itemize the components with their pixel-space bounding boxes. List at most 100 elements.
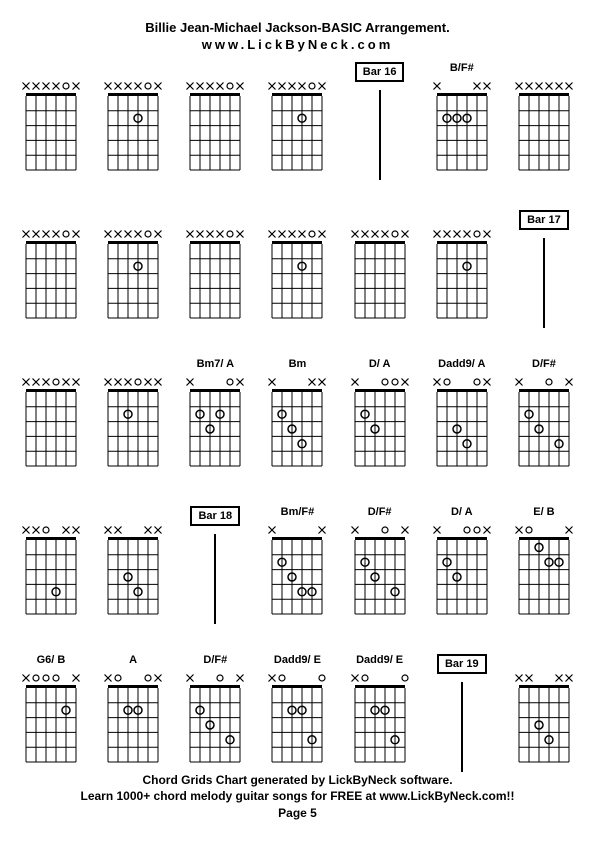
- chord-diagram: [15, 506, 87, 616]
- chord-svg: [268, 78, 326, 172]
- chord-svg: [104, 522, 162, 616]
- chord-diagram: [179, 210, 251, 320]
- header: Billie Jean-Michael Jackson-BASIC Arrang…: [15, 20, 580, 52]
- chord-label: D/F#: [532, 358, 556, 372]
- chord-diagram: [97, 506, 169, 616]
- chord-row: Bar 18 Bm/F# D/F# D/ A E/ B: [15, 506, 580, 626]
- chord-diagram: [97, 62, 169, 172]
- chord-diagram: E/ B: [508, 506, 580, 616]
- chord-svg: [186, 670, 244, 764]
- page-subtitle: www.LickByNeck.com: [15, 37, 580, 52]
- chord-svg: [433, 374, 491, 468]
- chord-diagram: Dadd9/ E: [261, 654, 333, 764]
- chord-svg: [104, 226, 162, 320]
- chord-label: D/ A: [451, 506, 473, 520]
- chord-svg: [515, 78, 573, 172]
- chord-diagram: A: [97, 654, 169, 764]
- bar-line: [214, 534, 216, 624]
- chord-svg: [268, 670, 326, 764]
- chord-svg: [186, 78, 244, 172]
- chord-diagram: Bm: [261, 358, 333, 468]
- footer-page: Page 5: [0, 805, 595, 822]
- chord-label: Bm: [289, 358, 307, 372]
- chord-diagram: D/F#: [508, 358, 580, 468]
- chord-label: A: [129, 654, 137, 668]
- bar-marker: Bar 19: [426, 654, 498, 772]
- chord-svg: [515, 670, 573, 764]
- chord-label: Dadd9/ A: [438, 358, 485, 372]
- chord-svg: [268, 226, 326, 320]
- chord-grid: Bar 16 B/F# Bar 17 Bm7/ A Bm D/ A Dadd9/ A D/F#…: [15, 62, 580, 774]
- chord-diagram: D/ A: [426, 506, 498, 616]
- bar-label: Bar 17: [519, 210, 569, 230]
- chord-label: Dadd9/ E: [356, 654, 403, 668]
- bar-line: [543, 238, 545, 328]
- bar-label: Bar 18: [190, 506, 240, 526]
- chord-svg: [22, 226, 80, 320]
- chord-label: D/ A: [369, 358, 391, 372]
- chord-label: Dadd9/ E: [274, 654, 321, 668]
- chord-svg: [22, 374, 80, 468]
- chord-diagram: [508, 654, 580, 764]
- chord-diagram: [15, 358, 87, 468]
- chord-row: G6/ B A D/F# Dadd9/ E Dadd9/ E Bar 19: [15, 654, 580, 774]
- chord-diagram: [261, 62, 333, 172]
- chord-diagram: [97, 358, 169, 468]
- footer-line-1: Chord Grids Chart generated by LickByNec…: [0, 772, 595, 789]
- chord-label: E/ B: [533, 506, 554, 520]
- bar-marker: Bar 17: [508, 210, 580, 328]
- chord-svg: [186, 374, 244, 468]
- chord-diagram: Bm7/ A: [179, 358, 251, 468]
- chord-diagram: Bm/F#: [261, 506, 333, 616]
- chord-svg: [433, 522, 491, 616]
- chord-diagram: [426, 210, 498, 320]
- chord-svg: [22, 670, 80, 764]
- chord-diagram: Dadd9/ A: [426, 358, 498, 468]
- chord-diagram: B/F#: [426, 62, 498, 172]
- chord-svg: [351, 374, 409, 468]
- chord-svg: [186, 226, 244, 320]
- chord-label: D/F#: [368, 506, 392, 520]
- chord-diagram: D/ A: [344, 358, 416, 468]
- chord-label: Bm7/ A: [197, 358, 235, 372]
- chord-label: Bm/F#: [281, 506, 315, 520]
- bar-label: Bar 16: [355, 62, 405, 82]
- chord-diagram: [15, 62, 87, 172]
- chord-row: Bar 16 B/F#: [15, 62, 580, 182]
- bar-marker: Bar 16: [344, 62, 416, 180]
- chord-svg: [268, 522, 326, 616]
- chord-svg: [433, 226, 491, 320]
- bar-label: Bar 19: [437, 654, 487, 674]
- chord-label: D/F#: [203, 654, 227, 668]
- footer: Chord Grids Chart generated by LickByNec…: [0, 772, 595, 822]
- bar-line: [461, 682, 463, 772]
- chord-diagram: D/F#: [344, 506, 416, 616]
- bar-marker: Bar 18: [179, 506, 251, 624]
- chord-diagram: [261, 210, 333, 320]
- chord-svg: [22, 78, 80, 172]
- footer-line-2: Learn 1000+ chord melody guitar songs fo…: [0, 788, 595, 805]
- chord-svg: [22, 522, 80, 616]
- chord-svg: [104, 374, 162, 468]
- chord-label: B/F#: [450, 62, 474, 76]
- chord-diagram: [344, 210, 416, 320]
- page-title: Billie Jean-Michael Jackson-BASIC Arrang…: [15, 20, 580, 35]
- chord-label: G6/ B: [37, 654, 66, 668]
- chord-svg: [515, 522, 573, 616]
- chord-diagram: G6/ B: [15, 654, 87, 764]
- chord-diagram: Dadd9/ E: [344, 654, 416, 764]
- chord-diagram: [508, 62, 580, 172]
- chord-svg: [351, 670, 409, 764]
- chord-row: Bar 17: [15, 210, 580, 330]
- chord-svg: [351, 226, 409, 320]
- chord-svg: [515, 374, 573, 468]
- chord-diagram: [15, 210, 87, 320]
- chord-svg: [104, 670, 162, 764]
- chord-svg: [433, 78, 491, 172]
- chord-svg: [268, 374, 326, 468]
- chord-diagram: [179, 62, 251, 172]
- chord-diagram: [97, 210, 169, 320]
- chord-diagram: D/F#: [179, 654, 251, 764]
- chord-svg: [104, 78, 162, 172]
- bar-line: [379, 90, 381, 180]
